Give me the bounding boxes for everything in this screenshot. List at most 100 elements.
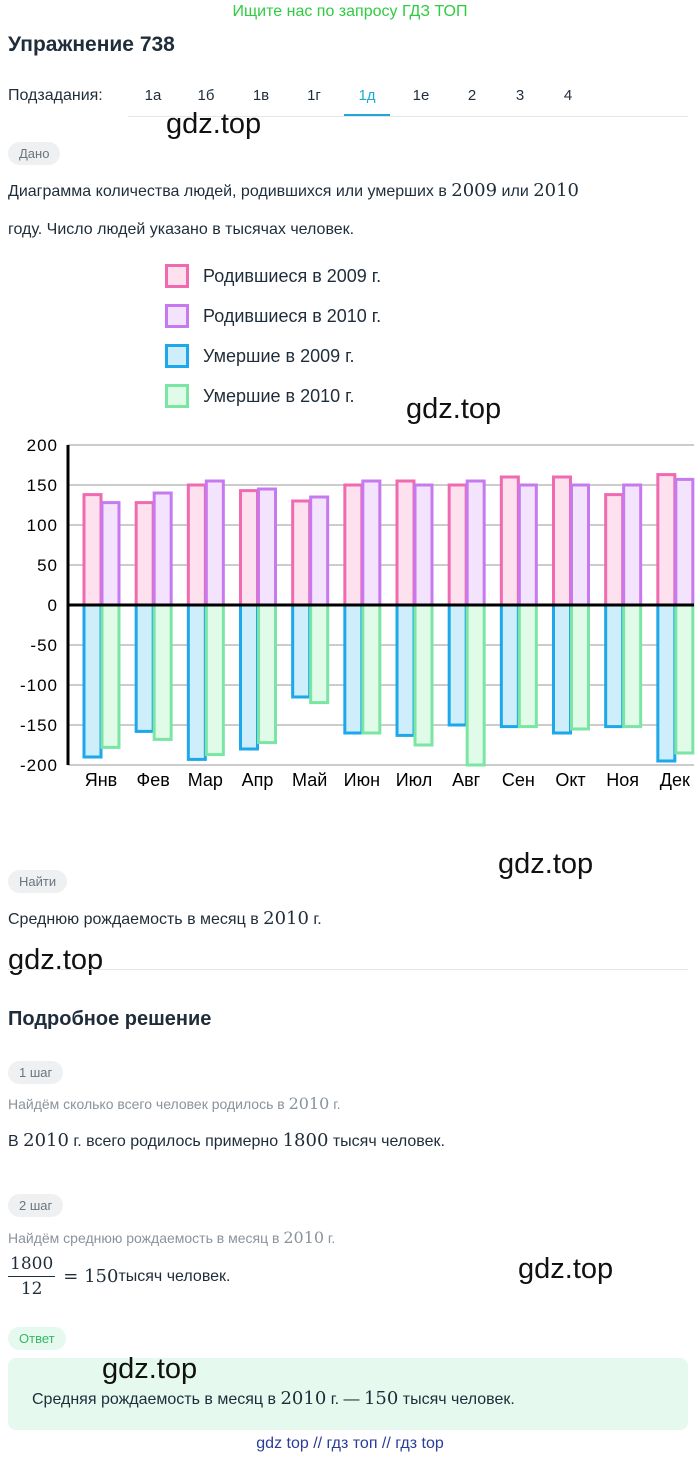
tab-2[interactable]: 2: [467, 87, 477, 104]
text-part: тысяч человек.: [118, 1267, 231, 1285]
bar: [100, 501, 121, 607]
solution-title: Подробное решение: [8, 1008, 212, 1030]
year-2009: 2009: [451, 180, 498, 201]
y-tick-label: 150: [27, 476, 58, 495]
bar: [656, 473, 677, 607]
x-tick-label: Июн: [344, 770, 380, 790]
step-1-text: В 2010 г. всего родилось примерно 1800 т…: [8, 1122, 445, 1161]
tab-4[interactable]: 4: [563, 87, 573, 104]
divider: [8, 969, 688, 970]
x-tick-label: Авг: [452, 770, 481, 790]
bar: [674, 603, 695, 755]
answer-value: 150: [363, 1388, 399, 1409]
bar: [100, 603, 121, 749]
bar: [674, 477, 695, 607]
given-line-2: году. Число людей указано в тысячах чело…: [8, 221, 355, 238]
bar: [499, 475, 520, 607]
x-tick-label: Май: [292, 770, 327, 790]
step-2-hint: Найдём среднюю рождаемость в месяц в 201…: [8, 1228, 335, 1247]
legend-item-died-2010: Умершие в 2010 г.: [165, 382, 355, 410]
bar: [82, 603, 103, 759]
watermark: gdz.top: [518, 1253, 614, 1285]
legend-label: Родившиеся в 2009 г.: [203, 265, 382, 286]
tab-1g[interactable]: 1г: [307, 87, 321, 104]
bar: [361, 603, 382, 735]
search-banner[interactable]: Ищите нас по запросу ГДЗ ТОП: [232, 3, 468, 20]
find-year: 2010: [263, 908, 309, 929]
legend-swatch: [165, 304, 189, 328]
answer-text: Средняя рождаемость в месяц в 2010 г. — …: [32, 1380, 515, 1419]
watermark: gdz.top: [406, 393, 502, 425]
bar: [395, 479, 416, 607]
equals-result: = 150: [63, 1266, 119, 1287]
subtasks-label: Подзадания:: [8, 87, 103, 104]
text-number: 1800: [282, 1130, 329, 1151]
given-badge: Дано: [8, 142, 61, 165]
legend-label: Умершие в 2009 г.: [203, 345, 355, 366]
answer-badge: Ответ: [8, 1327, 66, 1350]
watermark: gdz.top: [166, 108, 262, 140]
bar: [204, 603, 225, 757]
find-text-part: Среднюю рождаемость в месяц в: [8, 911, 264, 928]
given-text-part: или: [497, 183, 534, 200]
legend-swatch: [165, 344, 189, 368]
hint-year: 2010: [283, 1228, 325, 1247]
bar: [309, 495, 330, 607]
x-tick-label: Окт: [555, 770, 585, 790]
step-2-badge: 2 шаг: [8, 1194, 64, 1217]
given-line-1: Диаграмма количества людей, родившихся и…: [8, 172, 693, 211]
answer-box: [8, 1358, 688, 1430]
step-1-badge: 1 шаг: [8, 1061, 64, 1084]
bar: [186, 603, 207, 761]
tab-1e[interactable]: 1е: [412, 87, 430, 104]
find-text-part: г.: [308, 911, 322, 928]
bar: [291, 603, 312, 699]
tab-1d[interactable]: 1д: [358, 87, 376, 104]
legend-swatch: [165, 384, 189, 408]
bar: [499, 603, 520, 729]
step-2-formula: 1800 12 = 150 тысяч человек.: [8, 1254, 231, 1299]
y-tick-label: 200: [27, 436, 58, 455]
legend-label: Умершие в 2010 г.: [203, 385, 355, 406]
tab-1v[interactable]: 1в: [252, 87, 270, 104]
bar: [604, 493, 625, 607]
watermark: gdz.top: [8, 944, 104, 976]
y-tick-label: -50: [30, 636, 58, 655]
x-tick-label: Апр: [242, 770, 274, 790]
bar: [517, 603, 538, 729]
hint-part: Найдём среднюю рождаемость в месяц в: [8, 1230, 284, 1246]
year-2010: 2010: [533, 180, 580, 201]
text-year: 2010: [23, 1130, 69, 1151]
given-text-part: Диаграмма количества людей, родившихся и…: [8, 183, 452, 200]
tab-1b[interactable]: 1б: [197, 87, 215, 104]
bar: [622, 603, 643, 729]
bar: [413, 483, 434, 607]
step-1-hint: Найдём сколько всего человек родилось в …: [8, 1094, 341, 1113]
y-tick-label: 50: [37, 556, 58, 575]
bar: [570, 483, 590, 607]
tab-3[interactable]: 3: [515, 87, 525, 104]
bar: [309, 603, 330, 705]
bar: [656, 603, 677, 763]
hint-part: Найдём сколько всего человек родилось в: [8, 1096, 289, 1112]
find-text: Среднюю рождаемость в месяц в 2010 г.: [8, 900, 322, 939]
x-tick-label: Фев: [137, 770, 170, 790]
legend-item-died-2009: Умершие в 2009 г.: [165, 342, 355, 370]
y-tick-label: -200: [20, 756, 58, 775]
x-tick-label: Июл: [396, 770, 433, 790]
bar: [517, 483, 538, 607]
bar: [239, 603, 259, 751]
fraction-numerator: 1800: [8, 1254, 56, 1277]
tab-1a[interactable]: 1а: [144, 87, 162, 104]
bar: [552, 475, 572, 607]
y-tick-label: 100: [27, 516, 58, 535]
text-part: В: [8, 1133, 24, 1150]
x-tick-label: Ноя: [606, 770, 639, 790]
footer-links[interactable]: gdz top // гдз топ // гдз top: [256, 1435, 444, 1452]
x-tick-label: Дек: [660, 770, 690, 790]
bar: [552, 603, 572, 735]
births-deaths-chart: 200 150 100 50 0 -50 -100 -150 -200 Янв Фев Мар Апр М…: [20, 436, 695, 790]
bar: [152, 491, 173, 607]
bar: [622, 483, 643, 607]
bar: [257, 603, 277, 745]
